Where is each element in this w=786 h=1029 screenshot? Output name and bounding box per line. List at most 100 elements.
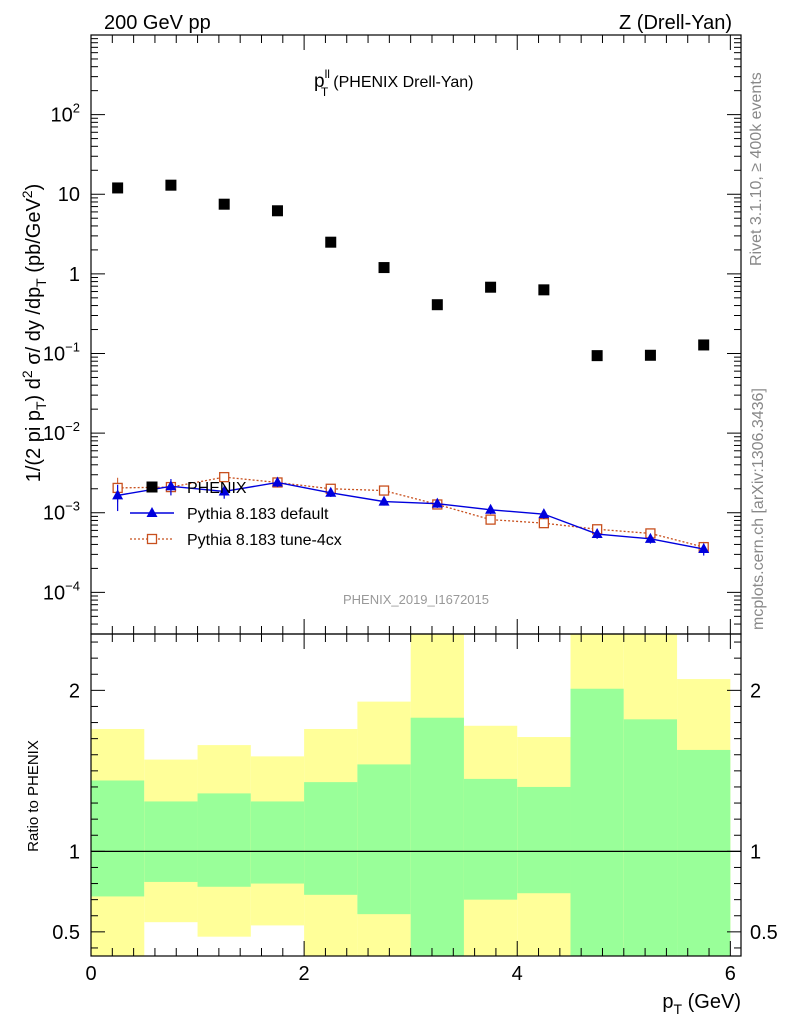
legend-label: Pythia 8.183 tune-4cx: [187, 532, 342, 549]
title-sup: ll: [325, 67, 330, 81]
header-left: 200 GeV pp: [104, 12, 211, 34]
tune-marker: [485, 514, 496, 525]
x-tick-label: 0: [85, 963, 96, 985]
data-marker: [218, 198, 230, 210]
tick-base: 10: [43, 423, 65, 445]
tick-base: 10: [43, 582, 65, 604]
ratio-frame: [90, 633, 742, 957]
tick-exponent: 2: [73, 101, 80, 116]
default-marker: [378, 495, 390, 506]
main-y-tick-label: 10−3: [43, 499, 80, 525]
default-marker: [218, 485, 230, 496]
tick-base: 10: [58, 184, 80, 206]
default-series-line: [117, 481, 704, 550]
tick-base: 1: [69, 264, 80, 286]
legend: PHENIX Pythia 8.183 default Pythia 8.183 t…: [130, 480, 342, 549]
default-marker: [644, 532, 656, 543]
rivet-label: Rivet 3.1.10, ≥ 400k events: [748, 72, 765, 266]
legend-label: Pythia 8.183 default: [187, 506, 329, 523]
main-y-tick-label: 10−1: [43, 339, 80, 365]
title-main: p: [314, 71, 325, 92]
x-axis-label: pT (GeV): [662, 991, 741, 1017]
watermark: PHENIX_2019_I1672015: [343, 592, 489, 607]
data-marker: [112, 182, 124, 194]
data-marker: [378, 262, 390, 274]
ylabel-part: T: [33, 401, 49, 410]
ratio-y-tick-label: 2: [69, 680, 80, 702]
ratio-band-inner: [517, 786, 571, 894]
default-marker: [165, 480, 177, 491]
default-marker: [271, 476, 283, 487]
ratio-y-tick-label-right: 1: [750, 841, 761, 863]
tick-base: 10: [51, 105, 73, 127]
legend-tune-marker: [146, 533, 158, 545]
legend-default-marker: [146, 507, 158, 517]
default-marker: [538, 508, 550, 519]
default-marker: [591, 528, 603, 539]
tune-marker: [538, 518, 550, 529]
mcplots-label: mcplots.cern.ch [arXiv:1306.3436]: [750, 388, 767, 630]
ratio-band-inner: [463, 778, 518, 900]
ratio-bands: [91, 634, 741, 956]
data-marker: [644, 349, 656, 361]
ratio-y-tick-label-right: 2: [750, 680, 761, 702]
xlabel-main: p: [662, 991, 673, 1013]
tick-base: 10: [43, 503, 65, 525]
legend-label: PHENIX: [187, 480, 247, 497]
ratio-band-inner: [197, 793, 251, 887]
ratio-band-inner: [250, 801, 305, 884]
ratio-y-axis-label: Ratio to PHENIX: [25, 740, 42, 852]
data-marker: [485, 281, 497, 293]
main-y-tick-label: 10−4: [43, 578, 80, 604]
data-marker: [698, 339, 710, 351]
ylabel-part: (pb/GeV: [23, 198, 45, 279]
xlabel-sub: T: [674, 1001, 683, 1017]
ylabel-part: 1/(2 pi p: [23, 410, 45, 482]
tick-exponent: −4: [65, 578, 80, 593]
tune-marker: [219, 471, 230, 483]
header-right: Z (Drell-Yan): [619, 12, 732, 34]
default-marker: [431, 497, 443, 508]
title-rest: (PHENIX Drell-Yan): [333, 74, 473, 91]
data-marker: [538, 284, 550, 296]
ylabel-part: 2: [19, 190, 35, 198]
x-tick-label: 6: [725, 963, 736, 985]
data-marker: [431, 299, 443, 311]
main-y-tick-label: 1: [69, 264, 80, 286]
ylabel-part: ): [23, 184, 45, 191]
ylabel-part: T: [33, 278, 49, 287]
data-marker: [165, 179, 177, 191]
main-y-tick-label: 10−2: [43, 419, 80, 445]
default-marker: [698, 543, 710, 554]
ylabel-part: σ/ dy /dp: [23, 287, 45, 371]
data-marker: [591, 350, 603, 362]
ylabel-part: 2: [19, 370, 35, 378]
tick-exponent: −1: [65, 339, 80, 354]
default-marker: [485, 503, 497, 514]
main-plot-marks: [112, 179, 710, 556]
ratio-band-inner: [357, 764, 411, 915]
data-marker: [325, 236, 337, 248]
default-marker: [325, 486, 337, 497]
ratio-band-inner: [91, 780, 145, 897]
ratio-y-tick-label-right: 0.5: [750, 922, 778, 944]
tick-exponent: −2: [65, 419, 80, 434]
x-tick-label: 4: [512, 963, 523, 985]
legend-data-marker: [146, 481, 158, 493]
main-y-tick-label: 102: [51, 101, 80, 127]
main-y-axis-label: 1/(2 pi pT) d2 σ/ dy /dpT (pb/GeV2): [19, 184, 49, 483]
tick-base: 10: [43, 343, 65, 365]
ratio-y-tick-label: 0.5: [52, 922, 80, 944]
data-marker: [271, 205, 283, 217]
ratio-band-inner: [570, 688, 624, 956]
xlabel-rest: (GeV): [682, 991, 741, 1013]
default-marker: [112, 489, 124, 500]
tick-exponent: −3: [65, 499, 80, 514]
ratio-band-inner: [144, 801, 198, 882]
main-y-tick-label: 10: [58, 184, 80, 206]
ratio-band-inner: [304, 782, 358, 895]
tune-marker: [378, 485, 390, 496]
x-tick-label: 2: [299, 963, 310, 985]
